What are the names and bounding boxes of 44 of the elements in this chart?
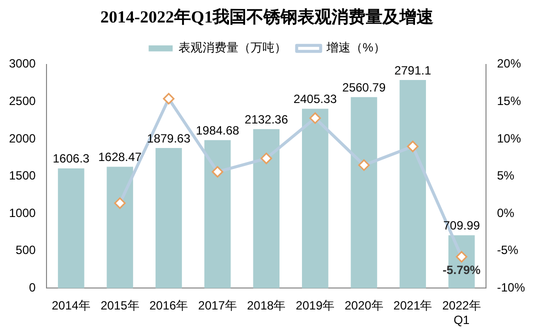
data-label: 1606.3: [52, 152, 90, 166]
data-label: 709.99: [443, 218, 480, 233]
bar: [400, 80, 426, 288]
data-label: 2560.79: [342, 80, 386, 94]
data-label: 2405.33: [293, 92, 338, 106]
x-tick-label: 2018年: [246, 298, 286, 313]
x-tick-label: 2016年: [149, 298, 188, 313]
bar: [204, 140, 231, 288]
y2-tick-label: -5%: [496, 243, 519, 258]
y2-tick-label: 15%: [496, 94, 522, 108]
data-label: -5.79%: [442, 263, 481, 278]
y2-tick-label: 5%: [496, 168, 515, 183]
y2-tick-label: -10%: [496, 280, 526, 295]
x-tick-label: 2014年: [52, 298, 90, 313]
bar: [156, 148, 182, 288]
bar: [58, 168, 84, 288]
data-label: 2791.1: [394, 63, 432, 78]
y2-tick-label: 20%: [496, 56, 522, 71]
y-tick-label: 3000: [8, 56, 36, 71]
legend-label: 增速（%）: [326, 40, 386, 55]
x-tick-label: 2019年: [296, 298, 335, 313]
x-tick-label: 2021年: [393, 298, 432, 313]
data-label: 1984.68: [196, 123, 240, 138]
y-tick-label: 500: [16, 243, 36, 258]
data-label: 1879.63: [147, 131, 191, 146]
legend-label: 表观消费量（万吨）: [178, 40, 287, 55]
x-tick-label: 2017年: [198, 298, 237, 313]
y-tick-label: 2500: [8, 94, 36, 108]
y-tick-label: 2000: [8, 131, 36, 146]
bar: [253, 129, 280, 288]
bar: [302, 108, 328, 288]
bar: [350, 97, 378, 288]
y2-tick-label: 10%: [496, 131, 522, 146]
data-label: 2132.36: [244, 112, 288, 126]
data-label: 1628.47: [98, 150, 142, 164]
y2-tick-label: 0%: [496, 206, 515, 220]
y-tick-label: 1500: [8, 168, 36, 183]
x-tick-label: 2022年 Q1: [442, 298, 481, 328]
y-tick-label: 0: [29, 280, 36, 295]
x-tick-label: 2020年: [344, 298, 384, 313]
bar: [106, 166, 134, 288]
chart-title: 2014-2022年Q1我国不锈钢表观消费量及增速: [100, 8, 434, 27]
y-tick-label: 1000: [8, 206, 36, 220]
x-tick-label: 2015年: [100, 298, 140, 313]
